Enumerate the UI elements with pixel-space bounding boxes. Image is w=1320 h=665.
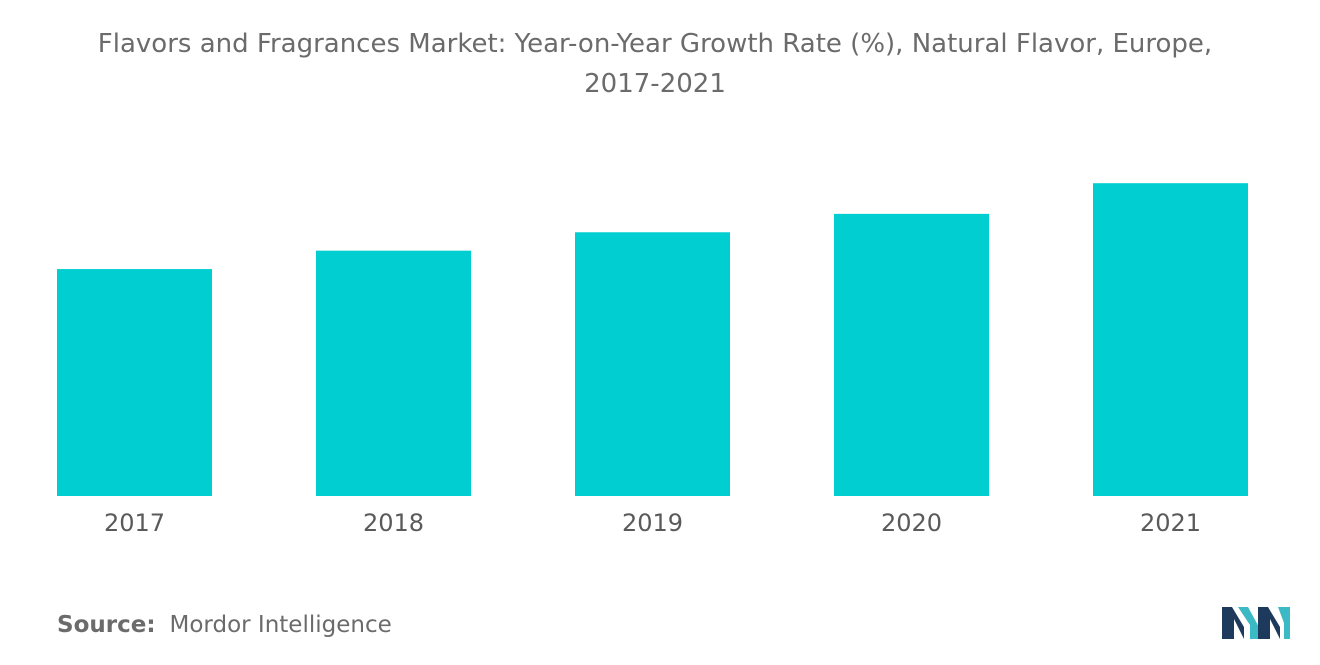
mordor-intelligence-logo-icon <box>1222 607 1290 639</box>
source-name: Mordor Intelligence <box>169 612 392 638</box>
bar-2018 <box>316 250 471 496</box>
bars-group <box>57 183 1248 496</box>
x-tick-label-2019: 2019 <box>622 509 683 537</box>
chart-title-line-2: 2017-2021 <box>584 69 726 99</box>
source-label: Source: <box>57 612 156 638</box>
chart-title: Flavors and Fragrances Market: Year-on-Y… <box>0 24 1310 104</box>
bar-2019 <box>575 232 730 496</box>
x-tick-labels: 2017 2018 2019 2020 2021 <box>104 509 1201 537</box>
source-note: Source: Mordor Intelligence <box>57 612 392 638</box>
bar-2021 <box>1093 183 1248 496</box>
x-tick-label-2020: 2020 <box>881 509 942 537</box>
bar-2020 <box>834 213 989 496</box>
x-tick-label-2017: 2017 <box>104 509 165 537</box>
x-tick-label-2021: 2021 <box>1140 509 1201 537</box>
x-tick-label-2018: 2018 <box>363 509 424 537</box>
chart-title-line-1: Flavors and Fragrances Market: Year-on-Y… <box>97 29 1213 59</box>
bar-2017 <box>57 269 212 496</box>
